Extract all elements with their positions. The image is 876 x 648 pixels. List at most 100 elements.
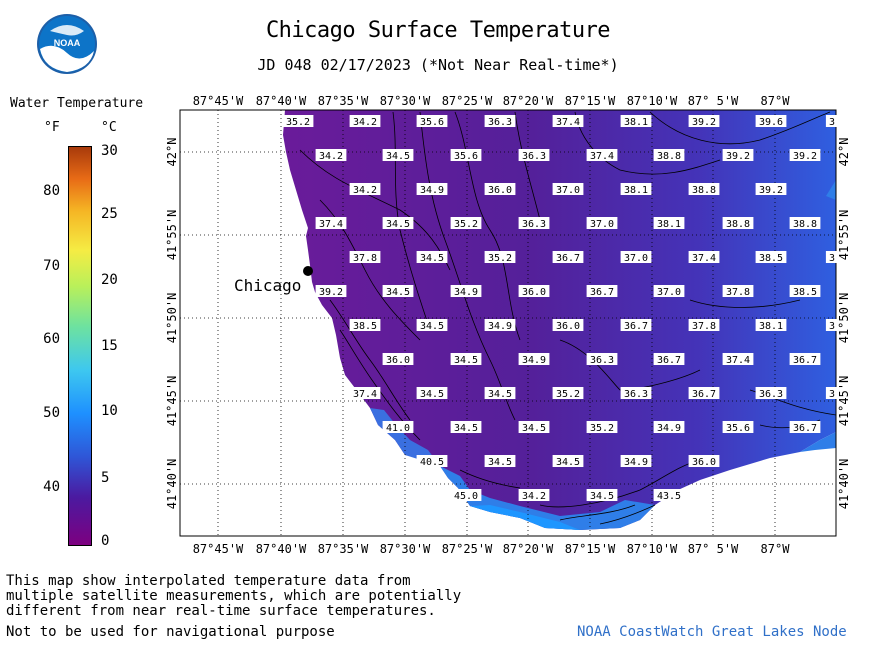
temperature-label-box	[484, 251, 516, 263]
temperature-label-box	[620, 183, 652, 195]
temperature-label-box	[688, 115, 720, 127]
temperature-label-box	[789, 149, 821, 161]
lon-label: 87°10'W	[627, 542, 678, 556]
temperature-label: 34.2	[522, 491, 546, 502]
temperature-label: 37.8	[353, 253, 377, 264]
temperature-label-box	[586, 421, 618, 433]
temperature-label-box	[825, 387, 839, 399]
temperature-label: 37.4	[726, 355, 750, 366]
lon-labels-top: 87°45'W 87°40'W 87°35'W 87°30'W 87°25'W …	[193, 94, 791, 108]
temperature-label: 37.4	[319, 219, 343, 230]
temperature-label: 38.8	[692, 185, 716, 196]
temperature-label: 38.1	[624, 117, 648, 128]
lat-label: 41°50'N	[165, 293, 179, 344]
temperature-label: 34.5	[454, 355, 478, 366]
temperature-label: 36.7	[793, 355, 817, 366]
temperature-label: 39.2	[692, 117, 716, 128]
temperature-label-box	[688, 183, 720, 195]
temperature-label: 35.6	[726, 423, 750, 434]
temperature-label-box	[315, 217, 347, 229]
temperature-label-box	[450, 149, 482, 161]
temperature-label: 36.7	[624, 321, 648, 332]
temperature-label: 37.4	[556, 117, 580, 128]
credit-link[interactable]: NOAA CoastWatch Great Lakes Node	[577, 624, 847, 640]
temperature-label: 34.5	[386, 287, 410, 298]
temperature-label: 40.5	[420, 457, 444, 468]
temperature-label-box	[518, 149, 550, 161]
lon-label: 87°20'W	[503, 94, 554, 108]
lat-labels-left: 42°N 41°55'N 41°50'N 41°45'N 41°40'N	[165, 138, 179, 510]
temperature-label-box	[789, 421, 821, 433]
temperature-label-box	[552, 387, 584, 399]
lon-label: 87°20'W	[503, 542, 554, 556]
temperature-label-box	[382, 421, 414, 433]
tick-c-5: 5	[101, 470, 110, 486]
temperature-label: 45.0	[454, 491, 478, 502]
temperature-label: 37.0	[657, 287, 681, 298]
temperature-label: 36.0	[386, 355, 410, 366]
temperature-label-box	[825, 251, 839, 263]
temperature-label-box	[552, 183, 584, 195]
temperature-label: 35.2	[488, 253, 512, 264]
temperature-label-box	[484, 115, 516, 127]
temperature-label-box	[825, 115, 839, 127]
tick-c-10: 10	[101, 403, 118, 419]
temperature-label: 34.5	[488, 457, 512, 468]
temperature-label: 36.0	[488, 185, 512, 196]
noaa-logo: NOAA	[37, 14, 97, 74]
temperature-label-box	[586, 217, 618, 229]
temperature-label-box	[825, 319, 839, 331]
tick-f-60: 60	[43, 331, 60, 347]
temperature-label: 34.5	[420, 321, 444, 332]
tick-c-15: 15	[101, 338, 118, 354]
temperature-label: 34.2	[353, 117, 377, 128]
temperature-label: 38.5	[353, 321, 377, 332]
temperature-label-box	[484, 183, 516, 195]
temperature-label: 37.4	[590, 151, 614, 162]
temperature-label-box	[416, 183, 448, 195]
temperature-label-box	[755, 251, 787, 263]
temperature-label-box	[586, 285, 618, 297]
temperature-label-box	[349, 387, 381, 399]
lat-label: 41°40'N	[837, 459, 851, 510]
temperature-label: 35.6	[420, 117, 444, 128]
temperature-label-box	[653, 217, 685, 229]
temperature-label-box	[552, 251, 584, 263]
logo-text: NOAA	[54, 38, 81, 48]
temperature-label: 36.7	[692, 389, 716, 400]
tick-c-30: 30	[101, 143, 118, 159]
temperature-label: 35.6	[454, 151, 478, 162]
temperature-label: 36.7	[590, 287, 614, 298]
lon-label: 87°30'W	[380, 94, 431, 108]
temperature-label: 34.5	[590, 491, 614, 502]
chicago-marker	[303, 266, 313, 276]
temperature-label-box	[552, 319, 584, 331]
temperature-label: 39.2	[793, 151, 817, 162]
temperature-label-box	[755, 319, 787, 331]
temperature-label-box	[653, 489, 685, 501]
temperature-label-box	[653, 421, 685, 433]
tick-f-80: 80	[43, 183, 60, 199]
temperature-label-box	[688, 251, 720, 263]
temperature-label: 34.5	[454, 423, 478, 434]
temperature-label: 3	[829, 321, 835, 332]
temperature-label: 38.1	[624, 185, 648, 196]
lon-label: 87°10'W	[627, 94, 678, 108]
temperature-label: 34.5	[386, 219, 410, 230]
temperature-label: 34.9	[454, 287, 478, 298]
temperature-label: 34.9	[657, 423, 681, 434]
temperature-label-box	[518, 285, 550, 297]
temperature-label-box	[315, 285, 347, 297]
temperature-label: 37.4	[353, 389, 377, 400]
temperature-label-box	[722, 421, 754, 433]
lat-label: 41°45'N	[165, 376, 179, 427]
temperature-label: 36.0	[692, 457, 716, 468]
tick-f-70: 70	[43, 258, 60, 274]
temperature-label: 36.0	[556, 321, 580, 332]
temperature-label-box	[789, 285, 821, 297]
temperature-label: 39.2	[319, 287, 343, 298]
temperature-label: 36.3	[590, 355, 614, 366]
temperature-label-box	[450, 217, 482, 229]
temperature-label: 34.5	[386, 151, 410, 162]
